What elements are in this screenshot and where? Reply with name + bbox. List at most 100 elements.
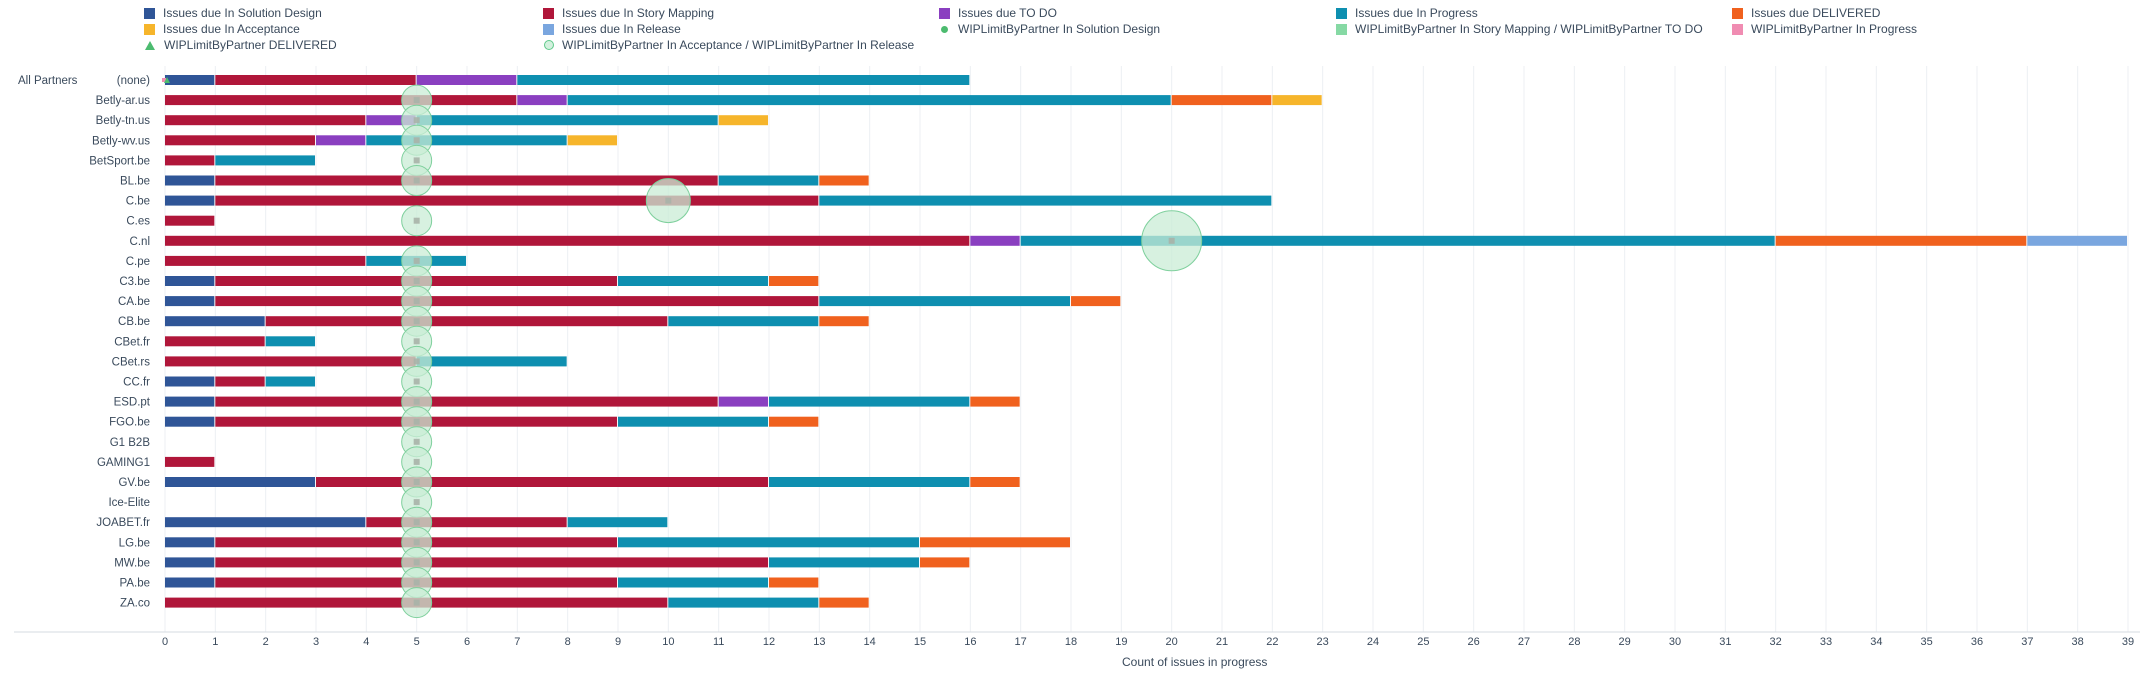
- legend-label: Issues due In Acceptance: [163, 22, 300, 36]
- legend-swatch: [144, 7, 155, 19]
- legend-label: WIPLimitByPartner In Story Mapping / WIP…: [1355, 22, 1703, 36]
- bar-segment: [165, 537, 215, 548]
- wip-limit-center: [413, 298, 420, 305]
- bar-segment: [970, 235, 1020, 246]
- category-label: CA.be: [118, 296, 150, 308]
- bar-segment: [215, 155, 315, 166]
- bar-segment: [165, 95, 517, 106]
- bar-segment: [215, 557, 769, 568]
- legend-swatch: [941, 25, 948, 33]
- legend-item[interactable]: Issues due In Solution Design: [144, 5, 322, 21]
- category-label: C3.be: [119, 276, 150, 288]
- x-tick-label: 16: [964, 636, 976, 648]
- category-label: LG.be: [119, 537, 150, 549]
- x-tick-label: 39: [2122, 636, 2134, 648]
- legend-item[interactable]: WIPLimitByPartner In Acceptance / WIPLim…: [543, 37, 914, 53]
- x-tick-label: 14: [864, 636, 876, 648]
- x-tick-label: 15: [914, 636, 926, 648]
- wip-limit-center: [413, 117, 420, 124]
- category-label: C.be: [126, 196, 150, 208]
- wip-limit-center: [413, 338, 420, 345]
- category-label: BetSport.be: [89, 155, 150, 167]
- bar-segment: [165, 456, 215, 467]
- bar-segment: [970, 396, 1020, 407]
- legend-item[interactable]: WIPLimitByPartner In Story Mapping / WIP…: [1336, 21, 1703, 37]
- bar-segment: [265, 376, 315, 387]
- legend-item[interactable]: WIPLimitByPartner In Solution Design: [939, 21, 1160, 37]
- legend-swatch: [144, 23, 155, 35]
- wip-limit-center: [413, 257, 420, 264]
- bar-segment: [718, 396, 768, 407]
- legend-swatch: [1336, 7, 1347, 19]
- wip-marker: [164, 77, 170, 83]
- legend-item[interactable]: Issues due In Acceptance: [144, 21, 300, 37]
- bar-segment: [215, 175, 718, 186]
- bar-segment: [1272, 95, 1322, 106]
- bar-segment: [215, 195, 819, 206]
- legend-item[interactable]: Issues due DELIVERED: [1732, 5, 1880, 21]
- bar-segment: [819, 175, 869, 186]
- bar-segment: [1775, 235, 2027, 246]
- legend-swatch: [939, 7, 950, 19]
- category-label: CB.be: [118, 316, 150, 328]
- legend-item[interactable]: Issues due In Story Mapping: [543, 5, 714, 21]
- bar-segment: [165, 477, 315, 487]
- legend-item[interactable]: WIPLimitByPartner DELIVERED: [144, 37, 337, 53]
- bar-segment: [769, 557, 919, 568]
- bar-segment: [517, 75, 970, 85]
- bar-segment: [769, 396, 970, 407]
- x-tick-label: 24: [1367, 636, 1379, 648]
- x-tick-label: 17: [1015, 636, 1027, 648]
- category-label: G1 B2B: [110, 437, 151, 449]
- bar-segment: [819, 597, 869, 608]
- category-label: CBet.rs: [112, 356, 151, 368]
- bar-segment: [165, 276, 215, 286]
- bar-segment: [366, 115, 416, 126]
- bar-segment: [165, 255, 366, 266]
- x-tick-label: 5: [414, 636, 420, 648]
- bar-segment: [819, 296, 1070, 307]
- bar-segment: [366, 135, 567, 146]
- x-tick-label: 34: [1870, 636, 1882, 648]
- x-tick-label: 11: [713, 636, 724, 648]
- bar-segment: [567, 135, 617, 146]
- category-label: FGO.be: [109, 417, 150, 429]
- x-tick-label: 10: [662, 636, 674, 648]
- bar-segment: [165, 215, 215, 226]
- wip-limit-center: [413, 579, 420, 586]
- bar-segment: [416, 356, 567, 367]
- bar-segment: [416, 75, 517, 85]
- bar-segment: [165, 557, 215, 568]
- legend-item[interactable]: Issues due In Release: [543, 21, 681, 37]
- x-tick-label: 38: [2072, 636, 2084, 648]
- bar-segment: [165, 75, 215, 85]
- x-tick-label: 4: [363, 636, 369, 648]
- wip-limit-center: [413, 137, 420, 144]
- legend-label: Issues due In Release: [562, 22, 681, 36]
- x-tick-label: 9: [615, 636, 621, 648]
- bar-segment: [819, 195, 1272, 206]
- category-label: PA.be: [120, 578, 150, 590]
- legend-label: WIPLimitByPartner In Progress: [1751, 22, 1918, 36]
- category-label: C.es: [126, 216, 150, 228]
- wip-limit-center: [413, 177, 420, 184]
- bar-segment: [1071, 296, 1121, 307]
- wip-limit-center: [413, 418, 420, 425]
- legend-item[interactable]: Issues due In Progress: [1336, 5, 1478, 21]
- legend-item[interactable]: WIPLimitByPartner In Progress: [1732, 21, 1917, 37]
- bar-segment: [165, 356, 416, 367]
- x-tick-label: 26: [1468, 636, 1480, 648]
- bar-segment: [668, 316, 819, 327]
- bar-segment: [165, 316, 265, 327]
- bar-segment: [618, 416, 768, 427]
- legend-item[interactable]: Issues due TO DO: [939, 5, 1057, 21]
- bar-segment: [165, 376, 215, 387]
- wip-limit-center: [413, 378, 420, 385]
- x-tick-label: 32: [1770, 636, 1782, 648]
- bar-segment: [165, 195, 215, 206]
- legend-swatch: [543, 23, 554, 35]
- legend-label: WIPLimitByPartner DELIVERED: [164, 38, 337, 52]
- legend-swatch: [1732, 23, 1743, 35]
- wip-limit-center: [413, 599, 420, 606]
- category-label: C.pe: [126, 256, 150, 268]
